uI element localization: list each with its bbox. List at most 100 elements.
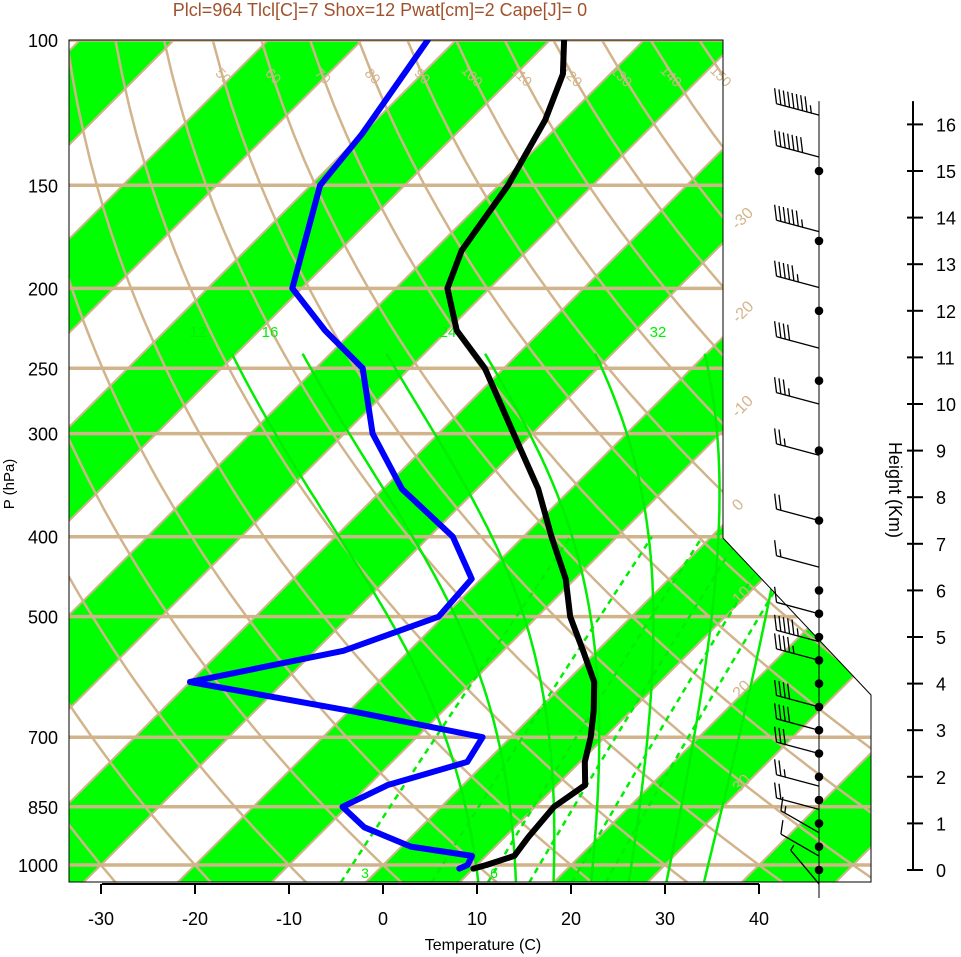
- moist-adiabat-lines: [230, 353, 803, 882]
- pressure-tick-label: 1000: [18, 856, 58, 876]
- wind-barb: [773, 782, 820, 811]
- wind-barb-flag: [782, 323, 786, 340]
- wind-barb-flag: [773, 493, 778, 510]
- height-tick-label: 4: [936, 675, 946, 695]
- height-axis-label: Height (Km): [885, 442, 905, 538]
- wind-barb-flag: [773, 614, 778, 631]
- wind-barb-flag: [782, 728, 786, 745]
- wind-barb-flag: [773, 586, 778, 603]
- height-tick-label: 5: [936, 628, 946, 648]
- temperature-profile-line: [444, 40, 598, 872]
- height-tick-label: 3: [936, 721, 946, 741]
- wind-barb-flag: [773, 703, 778, 719]
- wind-barb-flag: [791, 619, 795, 636]
- wind-barb: [773, 633, 820, 661]
- dry-adiabat-line: [69, 40, 212, 882]
- wind-barb-flag: [778, 681, 782, 697]
- wind-barb-flag: [773, 428, 778, 444]
- wind-level-marker: [814, 865, 824, 875]
- height-tick-label: 13: [936, 255, 956, 275]
- wind-barb-flag: [773, 633, 778, 649]
- wind-barb-flag: [787, 208, 791, 224]
- wind-barb-flag: [782, 132, 786, 149]
- wind-barb: [773, 321, 820, 349]
- wind-barb-flag: [778, 205, 782, 222]
- wind-barb-half: [790, 844, 795, 851]
- wind-barb-flag: [800, 95, 804, 111]
- isotherm-label: -20: [729, 298, 757, 326]
- pressure-tick-label: 850: [28, 798, 58, 818]
- height-tick-label: 7: [936, 535, 946, 555]
- wind-barb-flag: [795, 93, 799, 110]
- wind-barb-staff: [776, 555, 820, 568]
- wind-barb-flag: [780, 796, 784, 811]
- wind-level-marker: [814, 586, 824, 595]
- wind-barb: [790, 844, 820, 885]
- wind-barb-staff: [776, 601, 820, 615]
- moist-adiabat-line: [385, 353, 556, 882]
- wind-barb-half: [787, 388, 791, 397]
- wind-level-marker: [814, 679, 824, 688]
- wind-barb-flag: [782, 90, 786, 107]
- dewpoint-profile-line: [187, 40, 486, 872]
- wind-barb-flag: [782, 705, 786, 722]
- mixing-ratio-line: [486, 536, 704, 882]
- wind-level-marker: [814, 306, 824, 316]
- isotherm-band: [0, 22, 4, 883]
- mixing-ratio-line: [430, 536, 654, 882]
- wind-barb-flag: [782, 617, 786, 633]
- pressure-tick-label: 100: [28, 31, 58, 51]
- wind-barb-flag: [773, 679, 778, 696]
- wind-barb-flag: [778, 261, 782, 278]
- wind-level-marker: [814, 795, 824, 805]
- wind-barb-flag: [782, 262, 786, 279]
- wind-level-marker: [814, 772, 824, 782]
- wind-barb-flag: [791, 265, 795, 281]
- pressure-axis-label: P (hPa): [1, 459, 18, 510]
- isotherm-line: [0, 22, 4, 883]
- wind-barb-flag: [778, 494, 782, 511]
- wind-barb-staff: [780, 833, 820, 857]
- wind-barb-half: [784, 805, 787, 814]
- pressure-tick-label: 250: [28, 359, 58, 379]
- wind-barb: [773, 703, 820, 731]
- wind-level-marker: [814, 819, 824, 828]
- wind-barb-flag: [778, 783, 782, 800]
- wind-barb-half: [792, 645, 795, 654]
- wind-barb-half: [783, 769, 786, 778]
- wind-barb-staff: [776, 391, 820, 405]
- wind-barb: [773, 726, 820, 755]
- wind-barb: [773, 679, 820, 708]
- x-tick-label: 20: [561, 909, 581, 929]
- wind-barb-staff: [776, 797, 820, 811]
- wind-barb-staff: [776, 443, 820, 456]
- moist-adiabat-line: [301, 353, 518, 882]
- wind-barb-staff: [776, 508, 820, 522]
- wind-barb-flag: [773, 726, 778, 743]
- isotherm-line: [69, 40, 476, 882]
- wind-barb: [773, 130, 820, 158]
- mixing-ratio-label: 6: [490, 865, 498, 881]
- mixing-ratio-line: [570, 536, 779, 882]
- wind-barb-staff: [776, 648, 820, 661]
- height-tick-label: 15: [936, 162, 956, 182]
- mixing-ratio-label: 3: [361, 865, 369, 881]
- height-tick-label: 12: [936, 302, 956, 322]
- pressure-tick-label: 700: [28, 728, 58, 748]
- wind-barb: [773, 586, 820, 615]
- wind-barb: [773, 540, 820, 568]
- moist-adiabat-label: 12: [190, 324, 207, 341]
- wind-barb-flag: [773, 321, 778, 337]
- wind-barb-flag: [778, 634, 782, 651]
- wind-level-marker: [814, 166, 824, 176]
- wind-barb-staff: [790, 849, 820, 885]
- isotherm-band: [553, 40, 871, 882]
- pressure-axis: 100 150 200 250 300 400 500 700 850 1000: [18, 31, 58, 876]
- wind-barb: [773, 493, 820, 522]
- dry-adiabat-line: [746, 40, 871, 882]
- moist-adiabat-label: 32: [650, 324, 667, 341]
- wind-barb-flag: [787, 636, 791, 653]
- isotherm-line: [176, 40, 871, 882]
- wind-barb-flag: [773, 204, 778, 221]
- wind-level-marker: [814, 376, 824, 386]
